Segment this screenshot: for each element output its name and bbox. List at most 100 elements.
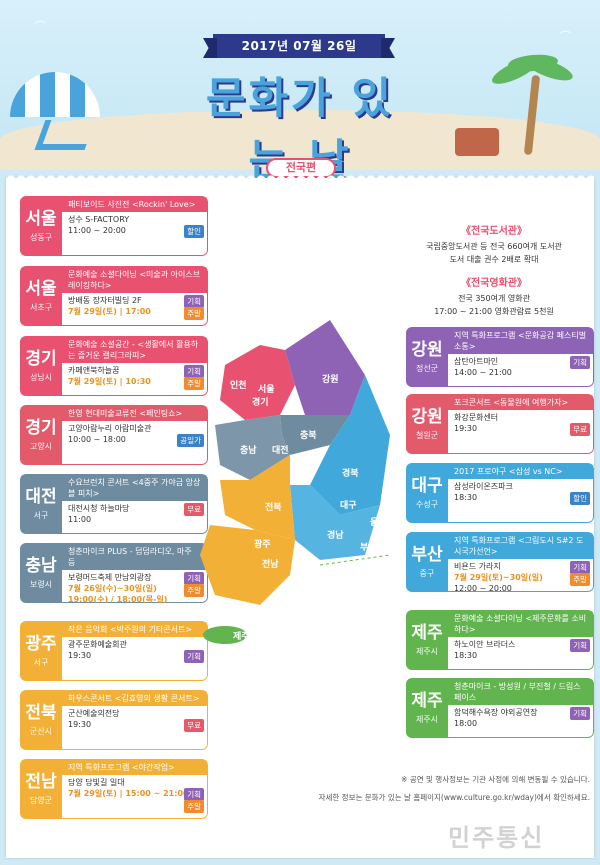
weekend-badge: 주말 [184, 377, 204, 390]
event-card: 경기 성남시 문화예술 소셜공간 - <생활에서 활용하는 즐거운 캘리그라피> 카페… [20, 336, 208, 396]
event-badge: 기획 [184, 365, 204, 378]
region-district: 서구 [33, 658, 49, 667]
map-label: 부산 [360, 543, 377, 553]
event-detail-line: 18:30 [454, 493, 478, 502]
region-city: 충남 [25, 556, 57, 576]
event-title: 문화예술 소셜공간 - <생활에서 활용하는 즐거운 캘리그라피> [62, 337, 207, 363]
event-body: 수요브런치 콘서트 <4중주 가야금 앙상블 피치> 대전시청 하늘마당 11:00… [62, 474, 208, 534]
event-card: 충남 보령시 청춘마이크 PLUS - 덤덤라디오, 마주 등 보령머드축제 만남의광… [20, 543, 208, 603]
event-title: 지역 특화프로그램 <그림도시 S#2 도시국가선언> [448, 533, 593, 559]
event-detail-line: 19:00(수) / 18:00(목-일) [68, 595, 168, 603]
map-region-gyeongbuk [310, 375, 390, 515]
event-title: 수요브런치 콘서트 <4중주 가야금 앙상블 피치> [62, 475, 207, 501]
map-label: 대구 [340, 501, 357, 511]
region-city: 서울 [25, 209, 57, 229]
event-detail-line: 보령머드축제 만남의광장 [68, 573, 152, 582]
cinema-title: 《전국영화관》 [461, 278, 527, 289]
event-body: 지역 특화프로그램 <그림도시 S#2 도시국가선언> 비욘드 가라지 7월 29일… [448, 532, 594, 592]
map-label: 울산 [370, 518, 387, 528]
region-label: 강원 철원군 [406, 394, 448, 454]
region-district: 고양시 [29, 442, 53, 451]
event-detail-line: 함덕해수욕장 야외공연장 [454, 708, 538, 717]
region-label: 대구 수성구 [406, 463, 448, 523]
region-city: 경기 [25, 418, 57, 438]
event-detail-line: 카페앤북하늘꿈 [68, 366, 120, 375]
event-badge: 기획 [570, 561, 590, 574]
event-title: 한영 현대미술교류전 <페인팅쇼> [62, 406, 207, 421]
event-detail-line: 12:00 ~ 20:00 [454, 584, 512, 592]
event-body: 포크콘서트 <동물원에 여행가자> 화강문화센터 19:30 무료 [448, 394, 594, 454]
event-title: 문화예술 소셜다이닝 <미술과 아이스브레이킹하다> [62, 267, 207, 293]
region-district: 정선군 [415, 364, 439, 373]
event-title: 문화예술 소셜다이닝 <제주문화를 소비하다> [448, 611, 593, 637]
region-city: 강원 [411, 340, 443, 360]
event-detail-line: 방배동 장자터빌딩 2F [68, 296, 142, 305]
event-body: 2017 프로야구 <삼성 vs NC> 삼성라이온즈파크 18:30 할인 [448, 463, 594, 523]
event-details: 군산예술의전당 19:30 [62, 706, 207, 732]
region-label: 대전 서구 [20, 474, 62, 534]
event-detail-line: 대전시청 하늘마당 [68, 504, 130, 513]
palm-tree-icon [488, 52, 576, 156]
event-detail-line: 7월 29일(토)~30일(일) [454, 573, 543, 582]
map-region-chungnam [215, 415, 290, 480]
event-body: 문화예술 소셜다이닝 <미술과 아이스브레이킹하다> 방배동 장자터빌딩 2F 7월… [62, 266, 208, 326]
event-card: 광주 서구 작은 음악회 <박주원의 기타콘서트> 광주문화예술회관 19:30 기획 [20, 621, 208, 681]
event-card: 서울 성동구 패티보이드 사진전 <Rockin' Love> 성수 S-FACTOR… [20, 196, 208, 256]
event-title: 포크콘서트 <동물원에 여행가자> [448, 395, 593, 410]
region-city: 대구 [411, 476, 443, 496]
event-body: 작은 음악회 <박주원의 기타콘서트> 광주문화예술회관 19:30 기획 [62, 621, 208, 681]
region-label: 광주 서구 [20, 621, 62, 681]
region-district: 철원군 [415, 431, 439, 440]
event-badge: 공일가 [177, 434, 204, 447]
event-detail-line: 19:30 [68, 720, 92, 729]
korea-map [200, 320, 391, 644]
region-label: 제주 제주시 [406, 610, 448, 670]
cinema-line: 17:00 ~ 21:00 영화관람료 5천원 [434, 307, 554, 316]
event-body: 패티보이드 사진전 <Rockin' Love> 성수 S-FACTORY 11:0… [62, 196, 208, 256]
event-badge: 무료 [184, 503, 204, 516]
map-region-gangwon [285, 320, 365, 415]
event-details: 삼성라이온즈파크 18:30 [448, 479, 593, 505]
map-label: 충북 [300, 431, 317, 441]
seagull-icon: ⌒ [35, 20, 46, 33]
suitcase-icon [455, 128, 499, 156]
event-details: 카페앤북하늘꿈 7월 29일(토) | 10:30 [62, 363, 207, 389]
footer-more-info: 자세한 정보는 문화가 있는 날 홈페이지(www.culture.go.kr/… [318, 793, 590, 802]
event-detail-line: 7월 29일(토) | 10:30 [68, 377, 151, 386]
event-badge: 무료 [184, 719, 204, 732]
map-label: 경북 [342, 469, 359, 479]
region-label: 제주 제주시 [406, 678, 448, 738]
event-badge: 기획 [570, 707, 590, 720]
event-body: 청춘마이크 - 방성원 / 부진철 / 드림스페이스 함덕해수욕장 야외공연장 18… [448, 678, 594, 738]
region-district: 성동구 [29, 233, 53, 242]
event-badge: 기획 [570, 356, 590, 369]
event-title: 지역 특화프로그램 <야간작업> [62, 760, 207, 775]
event-detail-line: 담양 담빛길 일대 [68, 778, 125, 787]
event-body: 지역 특화프로그램 <문화공감 페스티벌 소통> 삼탄아트마인 14:00 ~ 21… [448, 327, 594, 387]
seagull-icon: ⌒ [560, 30, 571, 43]
event-badge: 기획 [184, 572, 204, 585]
event-detail-line: 성수 S-FACTORY [68, 215, 130, 224]
event-details: 보령머드축제 만남의광장 7월 26일(수)~30일(일) 19:00(수) / 1… [62, 570, 207, 603]
map-label: 경남 [327, 531, 344, 541]
map-label: 경기 [252, 398, 269, 408]
region-label: 충남 보령시 [20, 543, 62, 603]
event-badge: 기획 [184, 788, 204, 801]
event-detail-line: 11:00 [68, 515, 92, 524]
map-region-jeonnam [200, 525, 295, 605]
region-district: 담양군 [29, 796, 53, 805]
event-details: 화강문화센터 19:30 [448, 410, 593, 436]
region-district: 제주시 [415, 647, 439, 656]
event-detail-line: 하노이안 브라더스 [454, 640, 516, 649]
event-title: 청춘마이크 - 방성원 / 부진철 / 드림스페이스 [448, 679, 593, 705]
region-district: 군산시 [29, 727, 53, 736]
event-detail-line: 11:00 ~ 20:00 [68, 226, 126, 235]
weekend-badge: 주말 [184, 800, 204, 813]
map-region-jeju [203, 626, 247, 644]
event-card: 경기 고양시 한영 현대미술교류전 <페인팅쇼> 고양아람누리 아람미술관 10:00 … [20, 405, 208, 465]
library-line: 도서 대출 권수 2배로 확대 [449, 255, 539, 264]
event-detail-line: 삼성라이온즈파크 [454, 482, 513, 491]
